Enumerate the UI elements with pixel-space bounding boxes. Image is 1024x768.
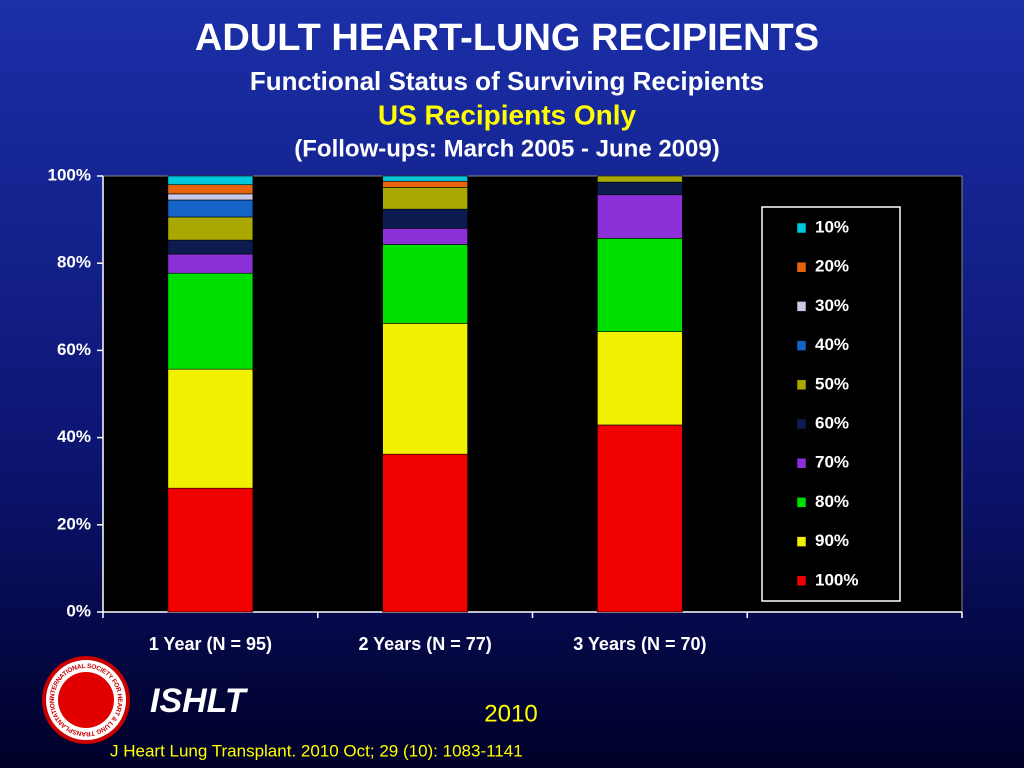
legend-swatch: [796, 575, 807, 587]
chart-subtitle: (Follow-ups: March 2005 - June 2009): [294, 135, 719, 162]
legend-swatch: [796, 222, 807, 234]
bar-segment: [382, 187, 468, 210]
legend-label: 20%: [815, 257, 849, 276]
y-tick-label: 60%: [57, 340, 91, 359]
bar-segment: [597, 194, 683, 239]
legend-swatch: [796, 536, 807, 547]
chart-title: ADULT HEART-LUNG RECIPIENTS: [195, 17, 819, 59]
bar-segment: [597, 175, 683, 183]
legend-swatch: [796, 457, 807, 469]
y-tick-label: 0%: [66, 601, 91, 620]
bar-segment: [382, 228, 468, 245]
citation: J Heart Lung Transplant. 2010 Oct; 29 (1…: [110, 741, 523, 760]
y-tick-label: 40%: [57, 427, 91, 446]
year: 2010: [484, 700, 537, 727]
chart-subtitle: Functional Status of Surviving Recipient…: [250, 66, 764, 96]
bar-segment: [167, 487, 254, 613]
bar-segment: [382, 244, 468, 324]
bar-segment: [167, 216, 254, 241]
bar-segment: [597, 424, 683, 613]
y-tick-label: 20%: [57, 514, 91, 533]
legend-label: 60%: [815, 413, 849, 432]
legend-swatch: [796, 379, 807, 391]
x-tick-label: 3 Years (N = 70): [573, 634, 706, 654]
bar-segment: [167, 175, 254, 186]
logo: INTERNATIONAL SOCIETY FOR HEART & LUNG T…: [42, 656, 130, 744]
bar-segment: [167, 272, 254, 370]
legend-label: 100%: [815, 570, 858, 589]
bar-segment: [167, 253, 254, 274]
brand: ISHLT: [150, 682, 249, 720]
bar-segment: [597, 181, 683, 196]
x-tick-label: 2 Years (N = 77): [358, 634, 491, 654]
legend-label: 90%: [815, 531, 849, 550]
legend-label: 40%: [815, 335, 849, 354]
bar-segment: [382, 208, 468, 229]
legend-label: 70%: [815, 453, 849, 472]
legend-swatch: [796, 418, 807, 430]
logo-center: [58, 672, 114, 728]
plot: 0% 20% 40% 60% 80% 100% 1 Year (N = 95) 2 Years…: [48, 165, 963, 654]
bar-segment: [597, 238, 683, 332]
bar-segment: [382, 180, 468, 188]
bar-segment: [167, 199, 254, 218]
legend-label: 50%: [815, 374, 849, 393]
chart-subtitle: US Recipients Only: [378, 99, 637, 130]
bar-segment: [382, 323, 468, 455]
bar-segment: [167, 239, 254, 255]
y-tick-label: 80%: [57, 253, 91, 272]
bar-segment: [382, 175, 468, 182]
legend-label: 10%: [815, 217, 849, 236]
bar-segment: [167, 368, 254, 489]
legend-items: 10% 20% 30% 40% 50% 60% 70% 80% 90% 100%: [796, 217, 858, 589]
bar-segment: [382, 453, 468, 613]
legend-label: 80%: [815, 492, 849, 511]
bar-segment: [167, 193, 254, 201]
legend: [761, 206, 901, 602]
legend-swatch: [796, 340, 807, 351]
y-tick-label: 100%: [48, 165, 91, 184]
bar-segment: [597, 331, 683, 426]
legend-swatch: [796, 497, 807, 508]
legend-swatch: [796, 261, 807, 273]
x-tick-label: 1 Year (N = 95): [149, 634, 272, 654]
legend-swatch: [796, 301, 807, 312]
legend-label: 30%: [815, 296, 849, 315]
bar-segment: [167, 184, 254, 195]
